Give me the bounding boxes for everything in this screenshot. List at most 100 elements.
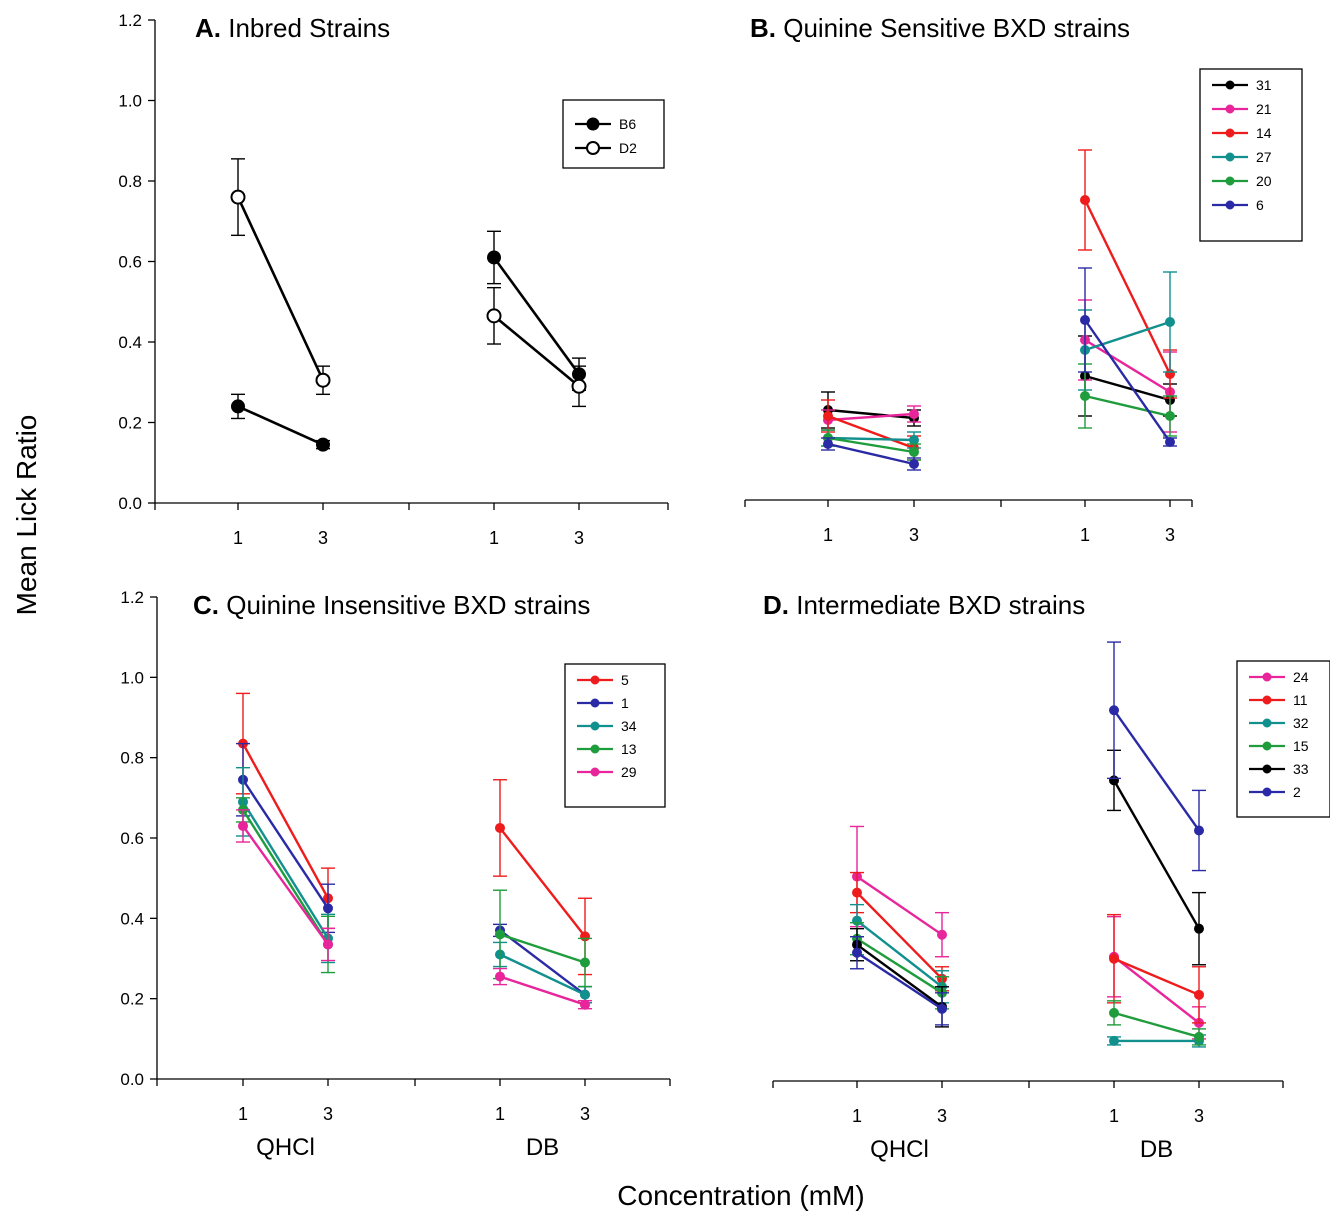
y-tick-label: 0.4 xyxy=(118,333,142,352)
series-line xyxy=(237,405,324,446)
series-line xyxy=(827,414,915,450)
series-13 xyxy=(236,797,592,988)
x-tick-label: 3 xyxy=(580,1104,590,1124)
series-2 xyxy=(850,641,1206,1026)
data-point xyxy=(1194,989,1204,1000)
y-tick-label: 0.8 xyxy=(118,172,142,191)
legend-label: 13 xyxy=(621,741,637,757)
data-point xyxy=(909,447,919,457)
series-line xyxy=(856,891,943,980)
y-tick-label: 1.0 xyxy=(118,92,142,111)
legend-marker xyxy=(1262,787,1272,797)
series-27 xyxy=(821,271,1177,449)
data-point xyxy=(852,887,862,898)
data-point xyxy=(580,999,590,1010)
data-point xyxy=(1165,437,1175,447)
data-point xyxy=(1165,317,1175,327)
y-tick-label: 0.6 xyxy=(120,829,144,848)
data-point xyxy=(1109,953,1119,964)
series-line xyxy=(1112,779,1201,930)
x-tick-label: 3 xyxy=(323,1104,333,1124)
y-tick-label: 0.0 xyxy=(120,1070,144,1089)
x-axis-label: Concentration (mM) xyxy=(617,1180,864,1211)
data-point xyxy=(823,411,833,421)
legend-marker xyxy=(1262,764,1272,774)
panel-title: C. Quinine Insensitive BXD strains xyxy=(193,590,590,620)
legend: B6 D2 xyxy=(562,99,665,169)
legend: 24 11 32 15 33 2 xyxy=(1236,660,1330,818)
series-line xyxy=(856,951,943,1010)
data-point xyxy=(1194,1031,1204,1042)
series-line xyxy=(241,801,330,940)
series-line xyxy=(856,875,943,936)
data-point xyxy=(231,399,245,414)
x-tick-label: 1 xyxy=(1080,525,1090,545)
legend-label: 32 xyxy=(1293,715,1309,731)
data-point xyxy=(1080,391,1090,401)
series-line xyxy=(493,314,580,388)
legend-label: 2 xyxy=(1293,784,1301,800)
series-6 xyxy=(821,267,1177,471)
series-29 xyxy=(236,809,592,1010)
series-1 xyxy=(236,742,592,1004)
y-tick-label: 1.2 xyxy=(118,11,142,30)
x-tick-label: 3 xyxy=(318,528,328,548)
x-tick-label: 1 xyxy=(495,1104,505,1124)
series-line xyxy=(241,779,330,909)
legend-label: 11 xyxy=(1293,692,1308,708)
legend-label: 20 xyxy=(1256,173,1272,189)
series-d2 xyxy=(230,158,587,408)
legend: 31 21 14 27 20 6 xyxy=(1199,68,1303,242)
series-20 xyxy=(821,363,1177,461)
legend-marker xyxy=(1225,176,1235,186)
data-point xyxy=(495,929,505,940)
x-tick-label: 1 xyxy=(1109,1106,1119,1126)
legend-box xyxy=(1236,660,1330,818)
data-point xyxy=(323,903,333,914)
series-line xyxy=(242,825,329,946)
series-line xyxy=(827,442,915,466)
series-line xyxy=(499,975,586,1006)
data-point xyxy=(316,437,330,452)
series-line xyxy=(499,953,586,996)
legend-label: 5 xyxy=(621,672,629,688)
x-tick-label: 1 xyxy=(852,1106,862,1126)
data-point xyxy=(1109,1007,1119,1018)
data-point xyxy=(937,929,947,940)
data-point xyxy=(230,189,246,205)
legend-marker xyxy=(1262,741,1272,751)
series-line xyxy=(1113,957,1200,996)
y-tick-label: 1.0 xyxy=(120,668,144,687)
series-24 xyxy=(850,825,1206,1040)
series-line xyxy=(1084,338,1171,394)
legend-marker xyxy=(590,744,600,754)
legend-marker xyxy=(1225,104,1235,114)
legend-label: 14 xyxy=(1256,125,1272,141)
legend-box xyxy=(564,663,666,808)
x-tick-label: 1 xyxy=(238,1104,248,1124)
series-line xyxy=(236,196,325,381)
data-point xyxy=(1080,195,1090,205)
x-tick-label: 1 xyxy=(489,528,499,548)
legend-label: 15 xyxy=(1293,738,1309,754)
data-point xyxy=(1194,923,1204,934)
panel-title: B. Quinine Sensitive BXD strains xyxy=(750,13,1130,43)
x-tick-label: 3 xyxy=(909,525,919,545)
series-line xyxy=(492,256,581,375)
data-point xyxy=(1194,825,1204,836)
data-point xyxy=(486,308,502,324)
data-point xyxy=(909,435,919,445)
legend-marker xyxy=(590,767,600,777)
y-tick-label: 0.0 xyxy=(118,494,142,513)
legend-marker xyxy=(586,117,600,131)
series-line xyxy=(241,809,330,946)
data-point xyxy=(937,1003,947,1014)
x-tick-label: 3 xyxy=(937,1106,947,1126)
series-line xyxy=(1084,394,1171,418)
data-point xyxy=(1165,411,1175,421)
series-31 xyxy=(821,335,1177,429)
group-label: QHCl xyxy=(256,1134,315,1161)
x-tick-label: 3 xyxy=(574,528,584,548)
